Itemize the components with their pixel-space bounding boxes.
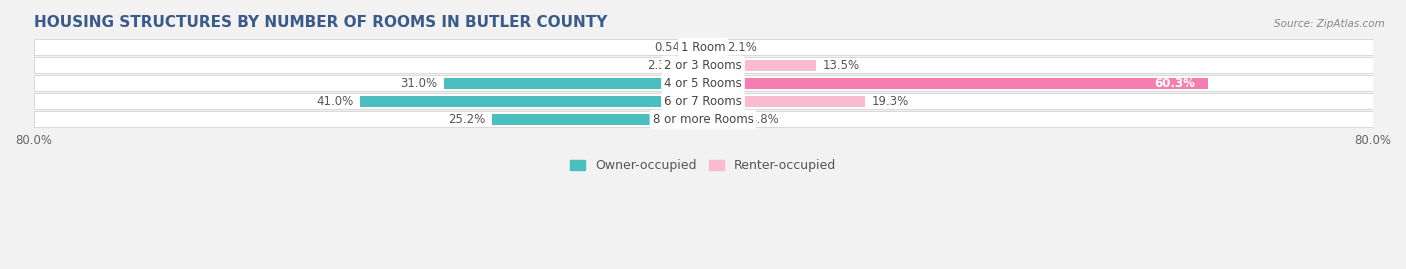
Bar (34, 39, 703, 55)
Text: 4.8%: 4.8% (749, 113, 779, 126)
Text: 0.54%: 0.54% (655, 41, 692, 54)
Bar (492, 114, 703, 125)
Text: 31.0%: 31.0% (399, 77, 437, 90)
Bar (703, 59, 815, 71)
Text: Source: ZipAtlas.com: Source: ZipAtlas.com (1274, 19, 1385, 29)
Bar (34, 111, 703, 127)
Text: 8 or more Rooms: 8 or more Rooms (652, 113, 754, 126)
Bar (703, 41, 720, 53)
Bar (703, 96, 865, 107)
Text: 4 or 5 Rooms: 4 or 5 Rooms (664, 77, 742, 90)
Text: 60.3%: 60.3% (1154, 77, 1195, 90)
Text: 1 Room: 1 Room (681, 41, 725, 54)
Bar (34, 93, 703, 109)
Bar (443, 77, 703, 89)
Text: 2.3%: 2.3% (647, 59, 678, 72)
Bar (703, 114, 744, 125)
Text: 41.0%: 41.0% (316, 95, 353, 108)
Text: HOUSING STRUCTURES BY NUMBER OF ROOMS IN BUTLER COUNTY: HOUSING STRUCTURES BY NUMBER OF ROOMS IN… (34, 15, 607, 30)
Bar (703, 93, 1372, 109)
Bar (34, 57, 703, 73)
Bar (703, 39, 1372, 55)
Text: 6 or 7 Rooms: 6 or 7 Rooms (664, 95, 742, 108)
Text: 13.5%: 13.5% (823, 59, 860, 72)
Bar (703, 57, 1372, 73)
Bar (683, 59, 703, 71)
Text: 19.3%: 19.3% (872, 95, 908, 108)
Text: 25.2%: 25.2% (449, 113, 485, 126)
Bar (34, 75, 703, 91)
Bar (703, 111, 1372, 127)
Bar (703, 75, 1372, 91)
Bar (360, 96, 703, 107)
Bar (703, 77, 1208, 89)
Legend: Owner-occupied, Renter-occupied: Owner-occupied, Renter-occupied (568, 157, 838, 175)
Bar (699, 41, 703, 53)
Text: 2 or 3 Rooms: 2 or 3 Rooms (664, 59, 742, 72)
Text: 2.1%: 2.1% (727, 41, 758, 54)
